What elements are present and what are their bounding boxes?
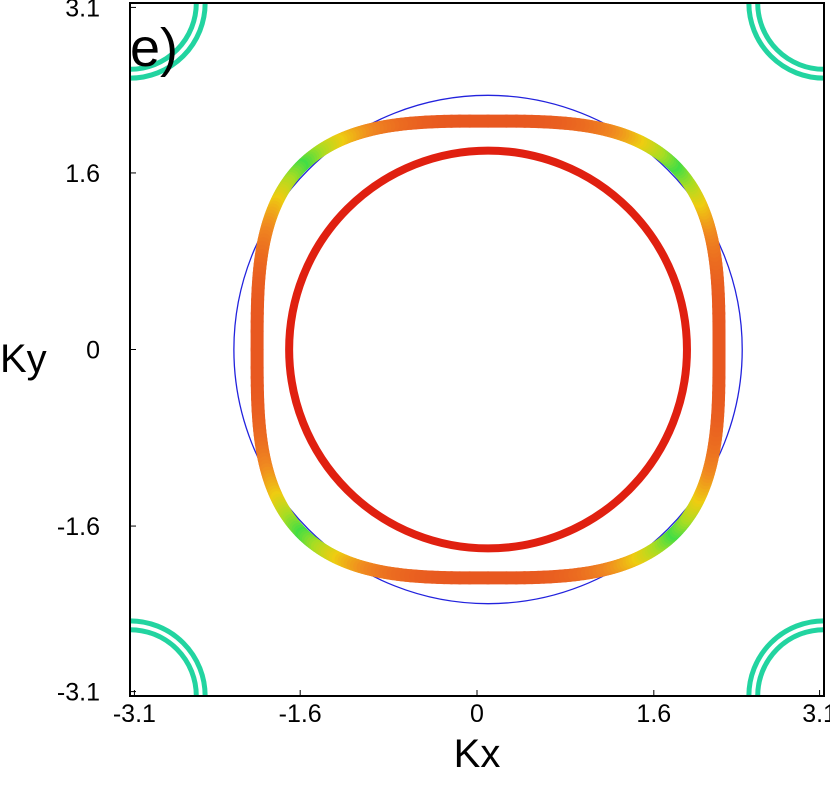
y-tick-label: 3.1 <box>65 0 100 22</box>
x-axis-label: Kx <box>454 732 501 776</box>
y-tick-label: 1.6 <box>65 160 100 188</box>
plot-marks <box>130 3 824 696</box>
panel-label: e) <box>130 18 178 78</box>
y-axis-label: Ky <box>0 337 47 381</box>
inner-fermi-ring <box>285 146 691 553</box>
x-tick-label: 1.6 <box>636 700 671 728</box>
y-tick-label: 0 <box>86 337 100 365</box>
x-tick-label: 0 <box>470 700 484 728</box>
x-axis-ticks: -3.1 -1.6 0 1.6 3.1 <box>113 690 830 728</box>
middle-fermi-band <box>250 114 726 585</box>
x-tick-label: 3.1 <box>802 700 830 728</box>
y-tick-label: -3.1 <box>57 679 100 707</box>
x-tick-label: -1.6 <box>279 700 322 728</box>
x-tick-label: -3.1 <box>113 700 156 728</box>
y-tick-label: -1.6 <box>57 513 100 541</box>
y-axis-ticks: 3.1 1.6 0 -1.6 -3.1 <box>57 0 136 707</box>
outer-fermi-circle <box>233 94 743 605</box>
